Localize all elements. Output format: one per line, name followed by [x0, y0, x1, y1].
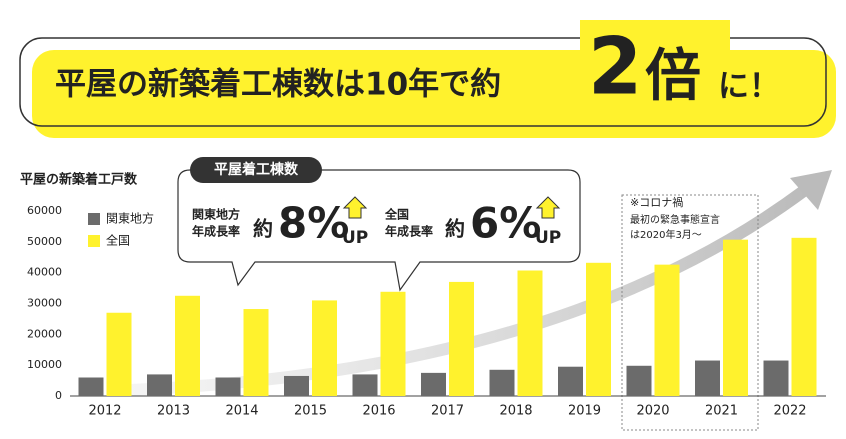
banner-bg [32, 50, 836, 138]
y-axis-title: 平屋の新築着工戸数 [20, 172, 138, 188]
x-tick-label: 2014 [225, 404, 258, 419]
bar [243, 309, 269, 396]
annotation: 最初の緊急事態宣言 [630, 213, 720, 226]
callout-label: 関東地方 [192, 207, 240, 222]
bar [558, 366, 583, 396]
x-tick-label: 2017 [431, 404, 464, 419]
x-tick-label: 2015 [294, 404, 327, 419]
bar [147, 374, 172, 396]
legend-swatch [88, 235, 100, 247]
bar [695, 360, 720, 396]
legend-label: 関東地方 [106, 211, 154, 226]
banner-tail: に！ [718, 69, 780, 105]
bar [586, 262, 611, 396]
bar [175, 295, 200, 396]
callout-label: 年成長率 [385, 224, 433, 239]
y-tick-label: 50000 [27, 235, 62, 248]
bar [763, 360, 789, 396]
bar [215, 377, 241, 396]
bar [312, 300, 337, 396]
x-tick-label: 2013 [157, 404, 190, 419]
bar [723, 239, 748, 396]
callout: 平屋着工棟数 関東地方 年成長率 約 8% UP 全国 年成長率 約 6% UP [177, 157, 581, 292]
bar [284, 375, 309, 396]
y-tick-label: 20000 [27, 327, 62, 340]
banner-bump [580, 20, 730, 60]
y-tick-label: 30000 [27, 297, 62, 310]
callout-value: 8% [278, 199, 349, 248]
callout-prefix: 約 [253, 217, 273, 241]
bar [791, 237, 817, 396]
annotation: ※コロナ禍 [630, 195, 683, 209]
bar [517, 270, 543, 396]
x-tick-label: 2018 [499, 404, 532, 419]
callout-value: 6% [470, 199, 541, 248]
y-tick-label: 60000 [27, 204, 62, 217]
bar [352, 374, 378, 396]
annotation: は2020年3月～ [630, 228, 702, 241]
up-icon [535, 196, 561, 219]
covid-box [621, 194, 759, 431]
callout-label: 年成長率 [192, 224, 240, 239]
callout-tab [190, 157, 322, 183]
legend-label: 全国 [106, 233, 130, 248]
growth-arrowhead [790, 170, 832, 210]
bar [654, 264, 680, 396]
bar [626, 365, 652, 396]
bar [489, 369, 515, 396]
banner-big-unit: 倍 [645, 44, 701, 109]
callout-suffix: UP [342, 228, 368, 248]
y-tick-label: 10000 [27, 358, 62, 371]
callout-label: 全国 [384, 207, 409, 222]
y-tick-label: 40000 [27, 266, 62, 279]
banner-text: 平屋の新築着工棟数は10年で約 [55, 67, 501, 103]
bar [449, 281, 474, 396]
up-icon [342, 196, 368, 219]
bar [421, 372, 446, 396]
x-tick-label: 2020 [636, 404, 669, 419]
x-tick-label: 2021 [705, 404, 738, 419]
callout-prefix: 約 [445, 217, 465, 241]
bar [106, 312, 132, 396]
callout-title: 平屋着工棟数 [214, 161, 299, 178]
callout-suffix: UP [535, 228, 561, 248]
x-tick-label: 2016 [362, 404, 395, 419]
x-tick-label: 2019 [568, 404, 601, 419]
banner-big: 2 [588, 22, 642, 112]
y-tick-label: 0 [55, 389, 62, 402]
banner-frame [19, 37, 827, 127]
legend-swatch [88, 213, 100, 225]
bar [78, 377, 104, 396]
callout-bubble [177, 169, 581, 292]
x-tick-label: 2012 [88, 404, 121, 419]
x-tick-label: 2022 [773, 404, 806, 419]
bar [380, 291, 406, 396]
